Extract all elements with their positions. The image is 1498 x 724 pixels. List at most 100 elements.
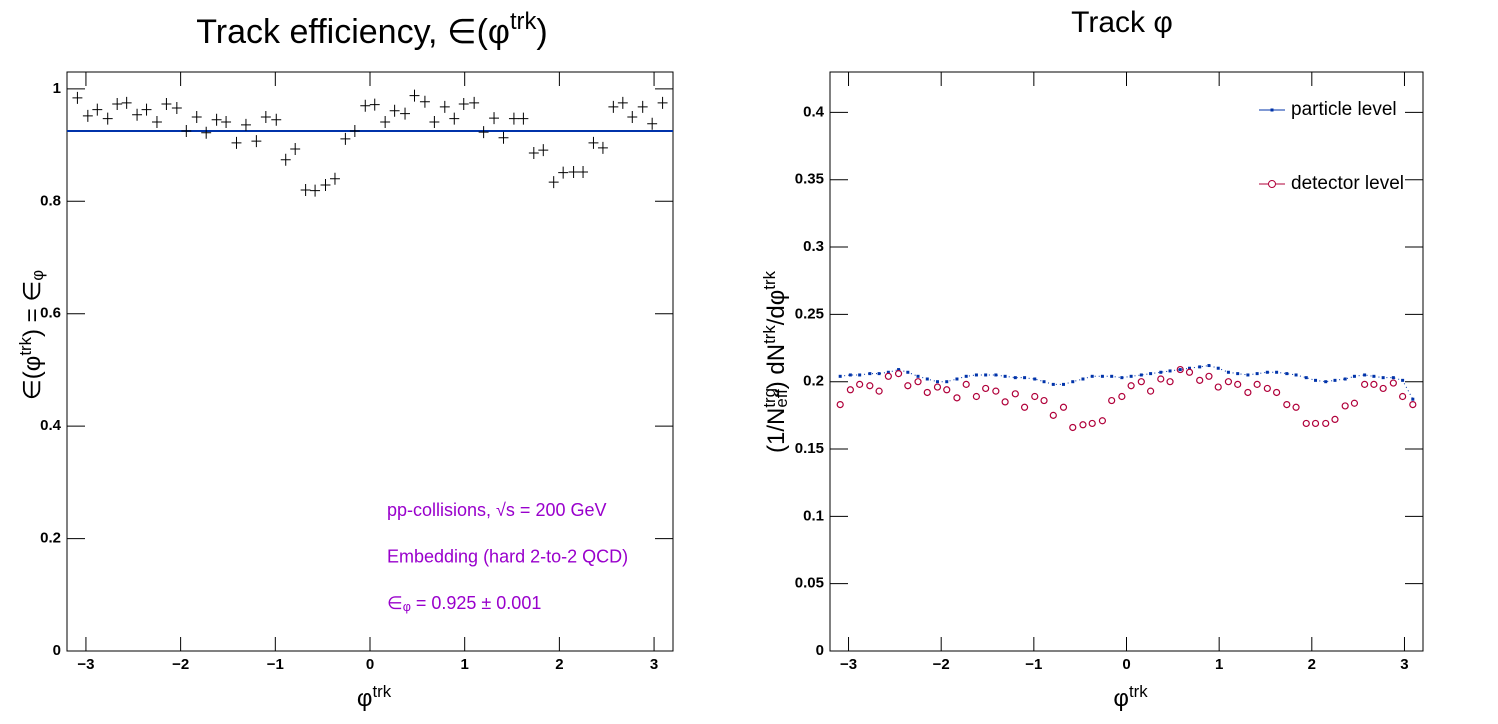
data-point [935,380,939,384]
data-point [1149,372,1153,376]
data-point [856,380,864,388]
data-point [1146,387,1155,395]
data-point [1020,403,1029,411]
y-axis-label-part: (1/N [763,408,790,453]
data-point [982,384,990,393]
data-point [171,101,182,114]
data-point [1263,384,1271,393]
data-point [597,141,608,154]
annotation-part: pp-collisions, √s = 200 GeV [387,500,607,520]
y-axis-label-part: ) = ∈ [19,281,46,337]
data-point [637,100,648,113]
y-axis-label-part: trk [760,325,779,344]
annotation: pp-collisions, √s = 200 GeV [387,500,607,520]
data-point [836,400,844,409]
annotation-part: = 0.925 ± 0.001 [411,593,541,613]
data-point [1023,376,1027,380]
data-point [1389,379,1397,387]
x-tick-label: 2 [555,656,563,673]
data-point [868,372,872,376]
data-point [1196,376,1204,384]
data-point [1040,396,1048,405]
data-point [1139,373,1143,377]
data-point [290,143,301,156]
data-point [1226,370,1230,374]
data-point [1081,377,1085,381]
data-point [141,103,152,116]
data-point [1216,366,1220,370]
data-point [992,387,1000,395]
data-point [1409,400,1417,409]
data-point [1168,369,1172,373]
data-point [1118,392,1126,401]
data-point [608,100,619,113]
data-point [906,370,910,374]
data-point [964,374,968,378]
data-point [1273,388,1281,397]
y-axis-label: ∈(φtrk) = ∈φ [16,270,47,400]
data-point [914,378,922,386]
data-point [1110,374,1114,378]
data-point [1224,378,1233,386]
data-point [1176,365,1184,374]
data-point [1071,380,1075,384]
x-axis-label-part: trk [372,682,391,701]
data-point [1088,419,1096,428]
data-point [1003,374,1007,378]
data-point [498,131,509,144]
data-point [1311,419,1320,428]
data-point [955,377,959,381]
data-point [400,107,410,120]
data-point [360,99,371,112]
data-point [1198,365,1202,369]
data-point [1302,419,1310,428]
data-point [151,116,162,129]
data-point [181,125,192,138]
data-point [1304,376,1308,380]
data-point [1294,373,1298,377]
data-point [1120,376,1124,380]
annotation: Embedding (hard 2-to-2 QCD) [387,546,628,566]
y-tick-label: 0 [816,642,824,659]
data-point [1098,417,1107,425]
x-tick-label: −2 [933,656,950,673]
x-tick-label: 1 [461,656,469,673]
y-axis-label-part: trk [16,336,35,355]
data-point [1011,390,1019,398]
data-point [429,116,440,129]
data-point [884,372,892,380]
legend-marker [1268,180,1276,188]
data-point [1285,372,1289,376]
data-point [251,135,262,148]
data-point [1129,374,1133,378]
y-axis-label-part: trg [760,388,779,408]
data-point [886,370,890,374]
data-point [972,392,980,401]
legend-label: particle level [1291,99,1397,120]
data-point [657,96,668,109]
data-point [300,184,311,197]
data-point [231,136,242,149]
data-point [578,166,589,179]
x-tick-label: −3 [840,656,857,673]
x-axis-label-part: φ [357,685,373,712]
data-point [221,116,232,129]
data-point [1265,370,1269,374]
data-point [1108,396,1116,405]
x-axis-label-part: φ [1113,685,1129,712]
data-point [409,89,420,102]
data-point [449,112,460,125]
data-point [489,112,500,125]
x-tick-label: −1 [267,656,284,673]
x-tick-label: 3 [1400,656,1408,673]
data-point [1166,378,1174,386]
data-point [1253,380,1261,388]
data-point [72,91,83,104]
data-point [1352,374,1356,378]
y-tick-label: 0 [53,642,61,659]
data-point [191,110,202,123]
data-point [617,96,628,109]
y-axis-label-part: ∈(φ [19,356,46,400]
y-tick-label: 0.25 [795,305,824,322]
